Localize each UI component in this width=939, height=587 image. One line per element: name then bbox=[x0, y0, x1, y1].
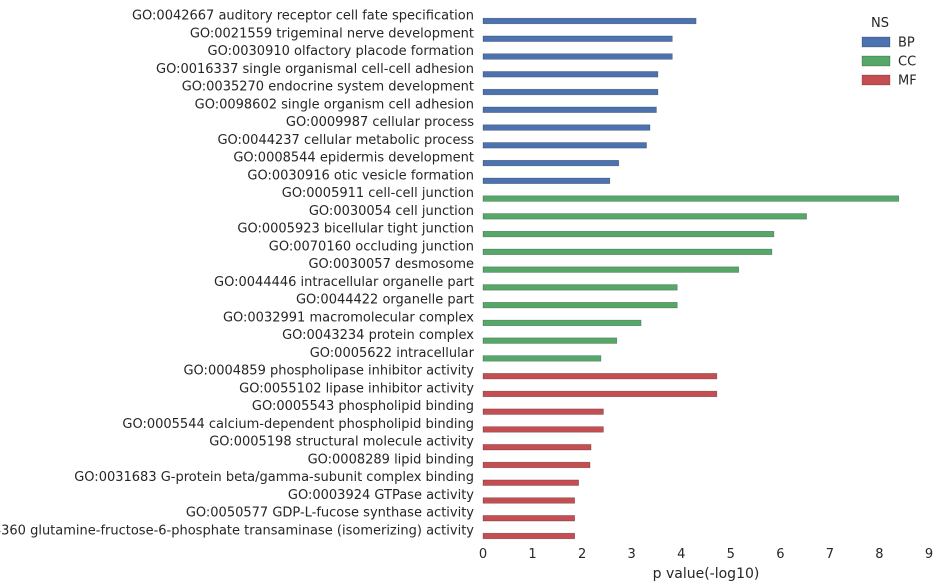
legend-label-bp: BP bbox=[898, 36, 915, 51]
bar-bp bbox=[482, 88, 659, 96]
x-tick-label: 4 bbox=[677, 547, 685, 562]
category-label: GO:0055102 lipase inhibitor activity bbox=[239, 381, 474, 396]
bar-bp bbox=[482, 17, 697, 25]
legend-title: NS bbox=[871, 16, 889, 31]
bar-cc bbox=[482, 266, 740, 273]
category-label: GO:0030057 desmosome bbox=[308, 257, 474, 272]
bar-cc bbox=[482, 213, 807, 220]
bar-cc bbox=[482, 337, 618, 344]
category-label: GO:0021559 trigeminal nerve development bbox=[190, 26, 474, 41]
category-label: GO:0005198 structural molecule activity bbox=[209, 435, 474, 450]
bar-mf bbox=[482, 515, 575, 522]
x-tick-label: 3 bbox=[628, 547, 636, 562]
bar-bp bbox=[482, 71, 659, 78]
category-label: GO:0031683 G-protein beta/gamma-subunit … bbox=[74, 470, 474, 485]
category-label: GO:0005911 cell-cell junction bbox=[282, 186, 474, 201]
category-label: GO:0004360 glutamine-fructose-6-phosphat… bbox=[0, 524, 474, 539]
bar-bp bbox=[482, 177, 611, 184]
bar-cc bbox=[482, 284, 678, 291]
x-tick-label: 2 bbox=[578, 547, 586, 562]
category-label: GO:0004859 phospholipase inhibitor activ… bbox=[183, 364, 474, 379]
category-label: GO:0009987 cellular process bbox=[286, 115, 474, 130]
bar-bp bbox=[482, 53, 673, 60]
bar-cc bbox=[482, 195, 900, 202]
category-label: GO:0032991 macromolecular complex bbox=[223, 310, 474, 325]
legend-label-cc: CC bbox=[898, 55, 916, 70]
category-label: GO:0035270 endocrine system development bbox=[182, 80, 474, 95]
category-label: GO:0008544 epidermis development bbox=[233, 151, 474, 166]
bar-cc bbox=[482, 231, 775, 238]
bar-cc bbox=[482, 302, 678, 309]
bar-mf bbox=[482, 479, 579, 486]
legend-label-mf: MF bbox=[898, 74, 917, 89]
x-tick-label: 9 bbox=[925, 547, 933, 562]
x-tick-label: 7 bbox=[826, 547, 834, 562]
bar-mf bbox=[482, 497, 575, 504]
category-label: GO:0098602 single organism cell adhesion bbox=[195, 97, 474, 112]
x-tick-label: 0 bbox=[479, 547, 487, 562]
category-label: GO:0005622 intracellular bbox=[310, 346, 475, 361]
bar-mf bbox=[482, 461, 591, 469]
category-label: GO:0016337 single organismal cell-cell a… bbox=[156, 62, 474, 77]
x-axis-title: p value(-log10) bbox=[653, 566, 760, 582]
bar-cc bbox=[482, 319, 642, 326]
category-label: GO:0050577 GDP-L-fucose synthase activit… bbox=[186, 506, 474, 521]
legend-swatch-cc bbox=[861, 55, 891, 67]
category-label: GO:0043234 protein complex bbox=[282, 328, 474, 343]
bar-cc bbox=[482, 355, 602, 362]
legend: NS BP CC MF bbox=[861, 16, 917, 89]
category-label: GO:0030916 otic vesicle formation bbox=[247, 168, 474, 183]
bar-mf bbox=[482, 444, 592, 451]
category-label: GO:0005923 bicellular tight junction bbox=[237, 222, 474, 237]
bar-bp bbox=[482, 106, 657, 113]
bar-cc bbox=[482, 248, 773, 255]
bar-mf bbox=[482, 426, 604, 433]
bar-mf bbox=[482, 390, 718, 398]
x-tick-label: 5 bbox=[727, 547, 735, 562]
category-labels: GO:0042667 auditory receptor cell fate s… bbox=[0, 9, 475, 539]
bar-bp bbox=[482, 159, 620, 167]
legend-swatch-bp bbox=[861, 36, 891, 48]
bar-bp bbox=[482, 142, 647, 149]
bar-bp bbox=[482, 35, 673, 42]
x-tick-label: 6 bbox=[776, 547, 784, 562]
bar-mf bbox=[482, 408, 604, 415]
category-label: GO:0008289 lipid binding bbox=[308, 452, 474, 467]
category-label: GO:0070160 occluding junction bbox=[269, 239, 474, 254]
category-label: GO:0005543 phospholipid binding bbox=[252, 399, 474, 414]
category-label: GO:0044422 organelle part bbox=[296, 293, 474, 308]
category-label: GO:0042667 auditory receptor cell fate s… bbox=[132, 9, 474, 24]
bars bbox=[482, 17, 900, 540]
legend-swatch-mf bbox=[861, 74, 891, 86]
bar-mf bbox=[482, 532, 575, 540]
category-label: GO:0003924 GTPase activity bbox=[288, 488, 474, 503]
x-tick-label: 1 bbox=[528, 547, 536, 562]
category-label: GO:0030910 olfactory placode formation bbox=[208, 44, 474, 59]
category-label: GO:0005544 calcium-dependent phospholipi… bbox=[122, 417, 474, 432]
bar-mf bbox=[482, 373, 718, 380]
category-label: GO:0044237 cellular metabolic process bbox=[217, 133, 474, 148]
bar-bp bbox=[482, 124, 651, 131]
x-axis-ticks: 0 1 2 3 4 5 6 7 8 9 bbox=[479, 547, 933, 562]
category-label: GO:0030054 cell junction bbox=[309, 204, 474, 219]
x-tick-label: 8 bbox=[875, 547, 883, 562]
category-label: GO:0044446 intracellular organelle part bbox=[214, 275, 474, 290]
